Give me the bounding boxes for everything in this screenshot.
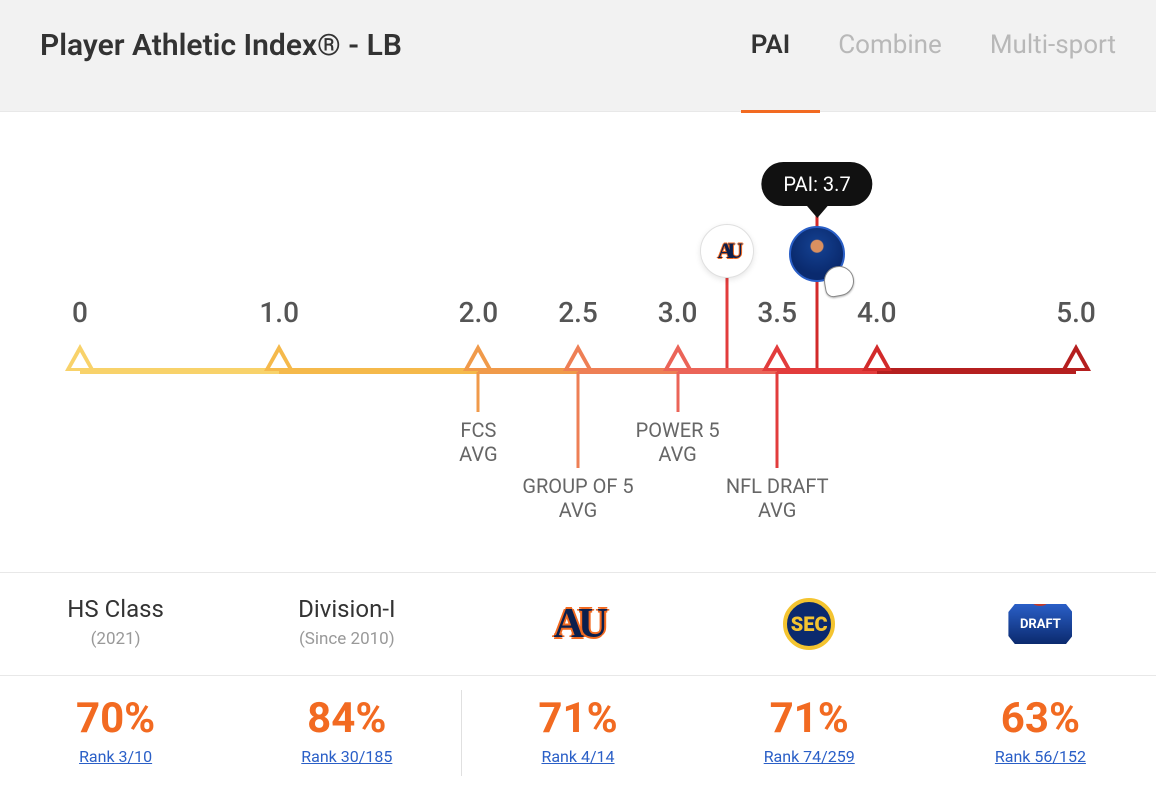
player-tooltip: PAI: 3.7: [761, 162, 872, 206]
percentile-value: 70%: [8, 694, 223, 743]
stat-col-draft: DRAFT: [925, 573, 1156, 675]
tab-multisport[interactable]: Multi-sport: [990, 30, 1116, 62]
axis-tick-label: 2.0: [459, 296, 499, 329]
axis-tick-marker: [563, 344, 593, 371]
header-bar: Player Athletic Index® - LB PAI Combine …: [0, 0, 1156, 112]
percentile-value: 71%: [470, 694, 685, 743]
stat-head-sub: (Since 2010): [239, 629, 454, 649]
perc-col-division1: 84% Rank 30/185: [231, 676, 462, 790]
avg-marker-label: GROUP OF 5AVG: [522, 474, 633, 522]
axis-tick-label: 0: [72, 296, 88, 329]
school-marker-stem: [726, 278, 729, 368]
axis-tick-label: 5.0: [1056, 296, 1096, 329]
rank-link[interactable]: Rank 3/10: [79, 747, 152, 766]
rank-link[interactable]: Rank 4/14: [541, 747, 614, 766]
draft-logo-icon: DRAFT: [933, 595, 1148, 653]
auburn-logo-icon: AU: [718, 238, 738, 264]
avg-marker-stem: [577, 372, 580, 468]
perc-col-conference: 71% Rank 74/259: [694, 676, 925, 790]
rank-link[interactable]: Rank 30/185: [301, 747, 392, 766]
axis-tick-marker: [762, 344, 792, 371]
avg-marker-label: FCSAVG: [459, 418, 497, 466]
axis-tick-marker: [65, 344, 95, 371]
auburn-logo-icon: AU: [470, 595, 685, 653]
avg-marker-label: POWER 5AVG: [636, 418, 720, 466]
stats-percent-row: 70% Rank 3/10 84% Rank 30/185 71% Rank 4…: [0, 675, 1156, 790]
axis-tick-marker: [463, 344, 493, 371]
stat-col-hsclass: HS Class (2021): [0, 573, 231, 675]
axis-segment: [877, 368, 1076, 374]
stat-head-title: HS Class: [8, 595, 223, 623]
page-title: Player Athletic Index® - LB: [40, 28, 402, 63]
avg-marker-stem: [776, 372, 779, 468]
perc-col-hsclass: 70% Rank 3/10: [0, 676, 231, 790]
sec-logo-icon: SEC: [702, 595, 917, 653]
percentile-value: 71%: [702, 694, 917, 743]
rank-link[interactable]: Rank 56/152: [995, 747, 1086, 766]
school-pin[interactable]: AU: [700, 224, 754, 278]
axis-tick-marker: [1061, 344, 1091, 371]
axis-tick-label: 4.0: [857, 296, 897, 329]
percentile-value: 63%: [933, 694, 1148, 743]
stat-head-sub: (2021): [8, 629, 223, 649]
active-tab-underline: [741, 110, 821, 113]
perc-col-draft: 63% Rank 56/152: [925, 676, 1156, 790]
stat-col-division1: Division-I (Since 2010): [231, 573, 462, 675]
stat-head-title: Division-I: [239, 595, 454, 623]
rank-link[interactable]: Rank 74/259: [764, 747, 855, 766]
axis-tick-marker: [264, 344, 294, 371]
axis-segment: [80, 368, 279, 374]
axis-tick-label: 2.5: [558, 296, 598, 329]
avg-marker-stem: [676, 372, 679, 412]
stat-col-conference: SEC: [694, 573, 925, 675]
axis-tick-label: 3.5: [757, 296, 797, 329]
stat-col-school: AU: [462, 573, 693, 675]
axis-tick-label: 3.0: [658, 296, 698, 329]
axis-tick-marker: [862, 344, 892, 371]
stats-header-row: HS Class (2021) Division-I (Since 2010) …: [0, 572, 1156, 675]
pai-chart: 0 1.0 2.0 2.5 3.0 3.5 4.0 5.0 FCSAVG GROUP OF 5AV…: [0, 112, 1156, 572]
perc-col-school: 71% Rank 4/14: [462, 676, 693, 790]
tab-pai[interactable]: PAI: [751, 30, 791, 62]
avg-marker-label: NFL DRAFTAVG: [726, 474, 829, 522]
avg-marker-stem: [477, 372, 480, 412]
tab-combine[interactable]: Combine: [838, 30, 942, 62]
axis-tick-label: 1.0: [259, 296, 299, 329]
tab-strip: PAI Combine Multi-sport: [751, 30, 1116, 62]
percentile-value: 84%: [239, 694, 454, 743]
axis-segment: [279, 368, 478, 374]
axis-tick-marker: [663, 344, 693, 371]
